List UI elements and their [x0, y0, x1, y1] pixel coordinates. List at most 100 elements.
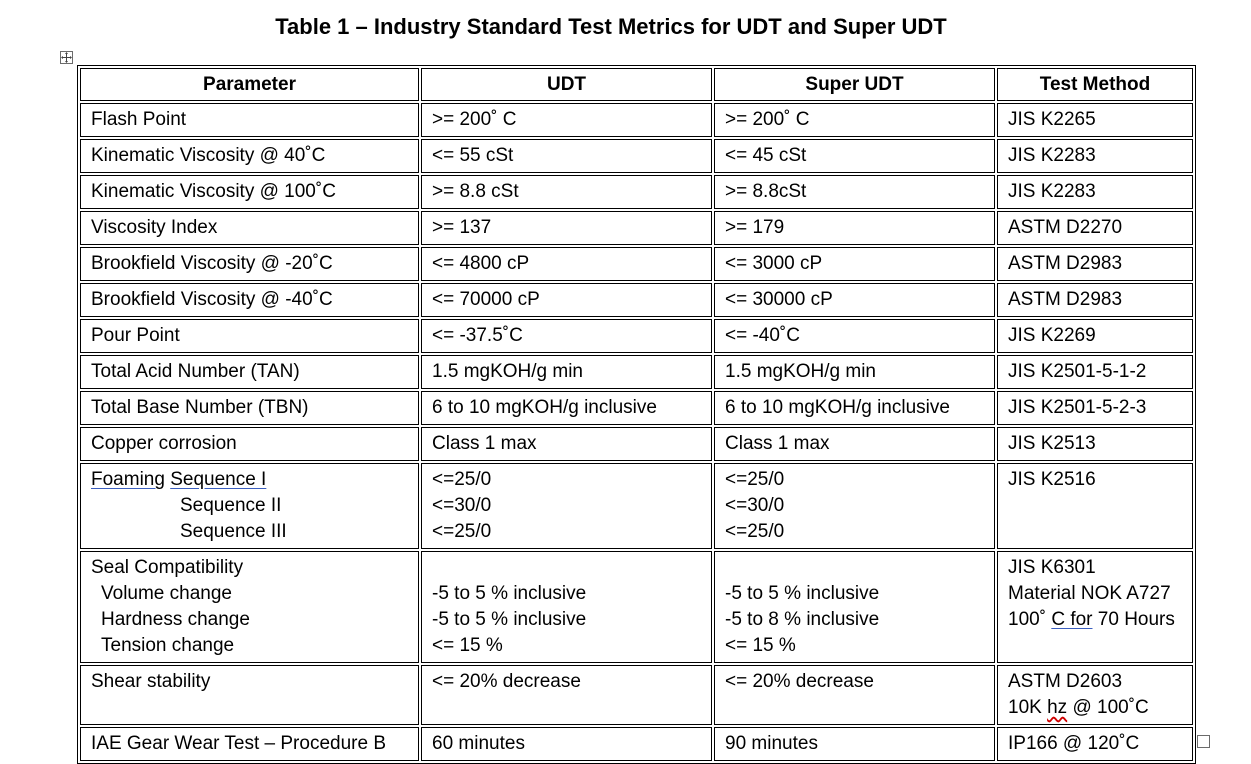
foaming-super-3: <=25/0: [725, 521, 785, 542]
shear-method-2a: 10K: [1008, 697, 1048, 718]
shear-super: <= 20% decrease: [725, 671, 874, 692]
foaming-super-2: <=30/0: [725, 495, 785, 516]
cell-super-udt: >= 200˚ C: [714, 103, 995, 137]
table-row: Total Acid Number (TAN) 1.5 mgKOH/g min 1.…: [80, 355, 1193, 389]
seal-method-3a: 100˚: [1008, 609, 1052, 630]
table-row: Brookfield Viscosity @ -20˚C <= 4800 cP <=…: [80, 247, 1193, 281]
cell-parameter: Brookfield Viscosity @ -20˚C: [80, 247, 419, 281]
cell-udt: 60 minutes: [421, 727, 712, 761]
table-row-seal: Seal Compatibility Volume change Hardnes…: [80, 551, 1193, 663]
metrics-table: Parameter UDT Super UDT Test Method Flas…: [77, 65, 1196, 764]
cell-test-method: JIS K2269: [997, 319, 1193, 353]
cell-parameter: Copper corrosion: [80, 427, 419, 461]
foaming-seq3-label: Sequence III: [180, 521, 287, 542]
cell-super-udt: 6 to 10 mgKOH/g inclusive: [714, 391, 995, 425]
table-header-row: Parameter UDT Super UDT Test Method: [80, 68, 1193, 101]
seal-method-3b: C for: [1051, 609, 1093, 630]
cell-test-method: JIS K2283: [997, 139, 1193, 173]
seal-udt-1: -5 to 5 % inclusive: [432, 583, 587, 604]
cell-parameter: Kinematic Viscosity @ 100˚C: [80, 175, 419, 209]
header-super-udt: Super UDT: [714, 68, 995, 101]
cell-parameter: Shear stability: [80, 665, 419, 725]
table-move-handle-icon[interactable]: [60, 51, 73, 64]
cell-udt: >= 8.8 cSt: [421, 175, 712, 209]
seal-tension-label: Tension change: [101, 635, 235, 656]
cell-parameter: Foaming Sequence I Sequence II Sequence …: [80, 463, 419, 549]
seal-label: Seal Compatibility: [91, 557, 244, 578]
cell-udt: 1.5 mgKOH/g min: [421, 355, 712, 389]
cell-test-method: JIS K2501-5-2-3: [997, 391, 1193, 425]
cell-udt: Class 1 max: [421, 427, 712, 461]
cell-super-udt: 90 minutes: [714, 727, 995, 761]
cell-test-method: ASTM D2983: [997, 283, 1193, 317]
table-row-foaming: Foaming Sequence I Sequence II Sequence …: [80, 463, 1193, 549]
seal-hardness-label: Hardness change: [101, 609, 250, 630]
seal-super-3: <= 15 %: [725, 635, 796, 656]
shear-method-2b: hz: [1047, 697, 1068, 718]
table-row: Copper corrosion Class 1 max Class 1 max JI…: [80, 427, 1193, 461]
cell-test-method: JIS K2265: [997, 103, 1193, 137]
cell-parameter: Total Base Number (TBN): [80, 391, 419, 425]
cell-test-method: IP166 @ 120˚C: [997, 727, 1193, 761]
shear-method-2: 10K hz @ 100˚C: [1008, 695, 1192, 721]
table-row: Pour Point <= -37.5˚C <= -40˚C JIS K2269: [80, 319, 1193, 353]
cell-super-udt: -5 to 5 % inclusive -5 to 8 % inclusive …: [714, 551, 995, 663]
cell-parameter: Brookfield Viscosity @ -40˚C: [80, 283, 419, 317]
seal-super-1: -5 to 5 % inclusive: [725, 583, 880, 604]
cell-parameter: Flash Point: [80, 103, 419, 137]
cell-test-method: ASTM D2983: [997, 247, 1193, 281]
cell-super-udt: <= 30000 cP: [714, 283, 995, 317]
cell-super-udt: >= 179: [714, 211, 995, 245]
cell-parameter: Total Acid Number (TAN): [80, 355, 419, 389]
table-row: Kinematic Viscosity @ 40˚C <= 55 cSt <= 45…: [80, 139, 1193, 173]
seal-method-3: 100˚ C for 70 Hours: [1008, 607, 1192, 633]
cell-super-udt: <= 3000 cP: [714, 247, 995, 281]
cell-super-udt: >= 8.8cSt: [714, 175, 995, 209]
foaming-seq1-label: Sequence I: [170, 469, 267, 490]
table-row: Kinematic Viscosity @ 100˚C >= 8.8 cSt >= …: [80, 175, 1193, 209]
cell-parameter: Seal Compatibility Volume change Hardnes…: [80, 551, 419, 663]
seal-udt-3: <= 15 %: [432, 635, 503, 656]
cell-test-method: ASTM D2603 10K hz @ 100˚C: [997, 665, 1193, 725]
cell-test-method: JIS K6301 Material NOK A727 100˚ C for 7…: [997, 551, 1193, 663]
cell-super-udt: <= 20% decrease: [714, 665, 995, 725]
seal-super-2: -5 to 8 % inclusive: [725, 609, 880, 630]
cell-super-udt: Class 1 max: [714, 427, 995, 461]
shear-method-2c: @ 100˚C: [1067, 697, 1149, 718]
table-row-shear: Shear stability <= 20% decrease <= 20% d…: [80, 665, 1193, 725]
cell-parameter: IAE Gear Wear Test – Procedure B: [80, 727, 419, 761]
seal-volume-label: Volume change: [101, 583, 232, 604]
seal-method-1: JIS K6301: [1008, 557, 1096, 578]
seal-udt-2: -5 to 5 % inclusive: [432, 609, 587, 630]
table-row: Flash Point >= 200˚ C >= 200˚ C JIS K2265: [80, 103, 1193, 137]
cell-udt: <= 4800 cP: [421, 247, 712, 281]
shear-udt: <= 20% decrease: [432, 671, 581, 692]
foaming-super-1: <=25/0: [725, 469, 785, 490]
header-udt: UDT: [421, 68, 712, 101]
seal-method-2: Material NOK A727: [1008, 583, 1171, 604]
foaming-label: Foaming: [91, 469, 165, 490]
cell-test-method: JIS K2501-5-1-2: [997, 355, 1193, 389]
cell-udt: <= 70000 cP: [421, 283, 712, 317]
table-title: Table 1 – Industry Standard Test Metrics…: [275, 14, 947, 39]
cell-test-method: JIS K2513: [997, 427, 1193, 461]
table-resize-handle-icon[interactable]: [1197, 735, 1210, 748]
cell-udt: <= 55 cSt: [421, 139, 712, 173]
cell-udt: >= 137: [421, 211, 712, 245]
shear-label: Shear stability: [91, 671, 211, 692]
cell-super-udt: <= 45 cSt: [714, 139, 995, 173]
table-row: Brookfield Viscosity @ -40˚C <= 70000 cP <…: [80, 283, 1193, 317]
cell-super-udt: <=25/0 <=30/0 <=25/0: [714, 463, 995, 549]
foaming-seq2-label: Sequence II: [180, 495, 282, 516]
table-row: Total Base Number (TBN) 6 to 10 mgKOH/g i…: [80, 391, 1193, 425]
cell-parameter: Kinematic Viscosity @ 40˚C: [80, 139, 419, 173]
cell-test-method: JIS K2516: [997, 463, 1193, 549]
seal-method-3c: 70 Hours: [1092, 609, 1175, 630]
cell-test-method: JIS K2283: [997, 175, 1193, 209]
cell-test-method: ASTM D2270: [997, 211, 1193, 245]
cell-udt: <= 20% decrease: [421, 665, 712, 725]
foaming-udt-1: <=25/0: [432, 469, 492, 490]
cell-udt: <=25/0 <=30/0 <=25/0: [421, 463, 712, 549]
table-row: Viscosity Index >= 137 >= 179 ASTM D2270: [80, 211, 1193, 245]
cell-udt: 6 to 10 mgKOH/g inclusive: [421, 391, 712, 425]
